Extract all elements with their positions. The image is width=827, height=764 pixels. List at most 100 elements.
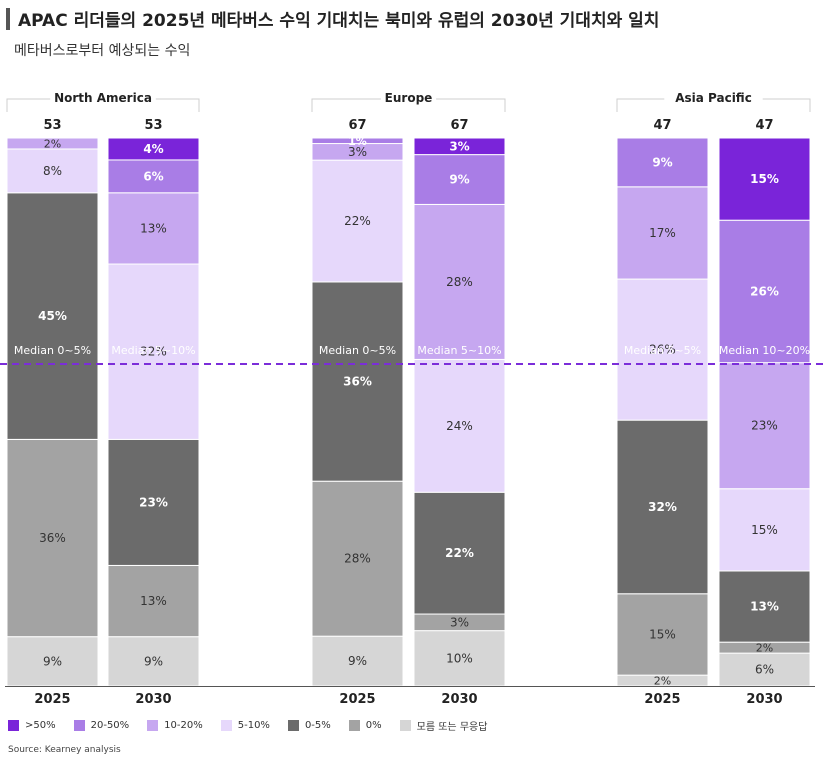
legend-swatch — [399, 720, 411, 731]
segment-label: 6% — [755, 663, 774, 677]
segment-label: 9% — [144, 654, 163, 668]
x-tick-label: 2025 — [34, 692, 70, 707]
segment-label: 28% — [344, 552, 371, 566]
group-label-bg — [380, 90, 437, 106]
segment-label: 26% — [750, 284, 779, 298]
group-label-bg — [664, 90, 763, 106]
bar-segment — [718, 137, 811, 221]
bar-segment — [616, 186, 709, 280]
segment-label: 36% — [39, 531, 66, 545]
chart-subtitle: 메타버스로부터 예상되는 수익 — [14, 43, 191, 59]
legend-item: 0% — [348, 720, 382, 731]
segment-label: 9% — [348, 654, 367, 668]
x-tick-label: 2030 — [441, 692, 477, 707]
group-label: North America — [54, 91, 152, 105]
median-label: Median 0~5% — [319, 344, 396, 357]
bar-segment — [413, 154, 506, 205]
segment-label: 13% — [140, 594, 167, 608]
segment-label: 32% — [140, 345, 167, 359]
segment-label: 8% — [43, 164, 62, 178]
bar-segment — [107, 159, 200, 194]
group-label: Europe — [385, 91, 433, 105]
x-tick-label: 2025 — [644, 692, 680, 707]
segment-label: 9% — [43, 654, 62, 668]
legend-label: 모름 또는 무응답 — [416, 722, 488, 733]
bar-segment — [311, 281, 404, 482]
segment-label: 1% — [348, 135, 367, 148]
segment-label: 15% — [751, 523, 778, 537]
legend-swatch — [287, 720, 299, 731]
segment-label: 2% — [654, 675, 671, 688]
bar-total-label: 53 — [144, 118, 162, 133]
legend-label: 5-10% — [237, 720, 270, 731]
segment-label: 36% — [343, 375, 372, 389]
title-area: APAC 리더들의 2025년 메타버스 수익 기대치는 북미와 유럽의 203… — [6, 6, 659, 31]
bar-total-label: 67 — [450, 118, 468, 133]
bar-segment — [6, 137, 99, 150]
bar-segment — [311, 480, 404, 637]
bar-segment — [413, 491, 506, 615]
segment-label: 23% — [751, 419, 778, 433]
bar-segment — [413, 203, 506, 360]
segment-label: 32% — [648, 500, 677, 514]
bar-segment — [107, 263, 200, 440]
bar-segment — [107, 636, 200, 687]
legend-item: 10-20% — [147, 720, 203, 731]
x-tick-label: 2030 — [135, 692, 171, 707]
group-label: Asia Pacific — [675, 91, 752, 105]
bar-segment — [107, 137, 200, 161]
segment-label: 13% — [750, 600, 779, 614]
legend-swatch — [220, 720, 232, 731]
x-tick-label: 2030 — [746, 692, 782, 707]
segment-label: 3% — [449, 139, 469, 153]
segment-label: 45% — [38, 309, 67, 323]
segment-label: 2% — [44, 137, 61, 150]
legend-label: 20-50% — [90, 720, 130, 731]
bar-total-label: 47 — [653, 118, 671, 133]
bar-total-label: 67 — [348, 118, 366, 133]
median-label: Median 5~10% — [417, 344, 501, 357]
legend-item: >50% — [8, 720, 56, 731]
legend-label: >50% — [25, 720, 56, 731]
median-label: Median 5~5% — [624, 344, 701, 357]
segment-label: 2% — [756, 642, 773, 655]
legend-item: 모름 또는 무응답 — [399, 718, 488, 733]
segment-label: 3% — [450, 615, 469, 629]
bar-segment — [413, 137, 506, 156]
legend: >50% 20-50% 10-20% 5-10% 0-5% 0% 모름 또는 무응답 — [8, 718, 505, 733]
segment-label: 28% — [446, 275, 473, 289]
legend-item: 20-50% — [73, 720, 130, 731]
bar-segment — [616, 137, 709, 188]
chart-title: APAC 리더들의 2025년 메타버스 수익 기대치는 북미와 유럽의 203… — [18, 11, 660, 31]
median-label: Median 10~20% — [719, 344, 810, 357]
bar-segment — [6, 148, 99, 194]
bar-segment — [616, 593, 709, 676]
bar-segment — [718, 219, 811, 364]
segment-label: 22% — [344, 214, 371, 228]
segment-label: 4% — [143, 142, 163, 156]
bar-segment — [413, 630, 506, 687]
bar-segment — [616, 419, 709, 595]
segment-label: 10% — [446, 651, 473, 665]
legend-swatch — [348, 720, 360, 731]
segment-label: 13% — [140, 221, 167, 235]
median-label: Median 0~5% — [14, 344, 91, 357]
source-note: Source: Kearney analysis — [8, 745, 121, 755]
bar-segment — [718, 362, 811, 490]
segment-label: 9% — [652, 155, 672, 169]
segment-label: 23% — [139, 495, 168, 509]
legend-label: 0-5% — [304, 720, 331, 731]
title-accent-bar — [6, 7, 10, 30]
bar-total-label: 53 — [43, 118, 61, 133]
segment-label: 3% — [348, 145, 367, 159]
bar-segment — [6, 438, 99, 638]
legend-item: 5-10% — [220, 720, 270, 731]
segment-label: 22% — [445, 546, 474, 560]
legend-label: 10-20% — [164, 720, 203, 731]
bar-segment — [6, 192, 99, 440]
segment-label: 15% — [750, 172, 779, 186]
legend-swatch — [8, 720, 19, 731]
segment-label: 9% — [449, 173, 469, 187]
legend-swatch — [147, 720, 159, 731]
